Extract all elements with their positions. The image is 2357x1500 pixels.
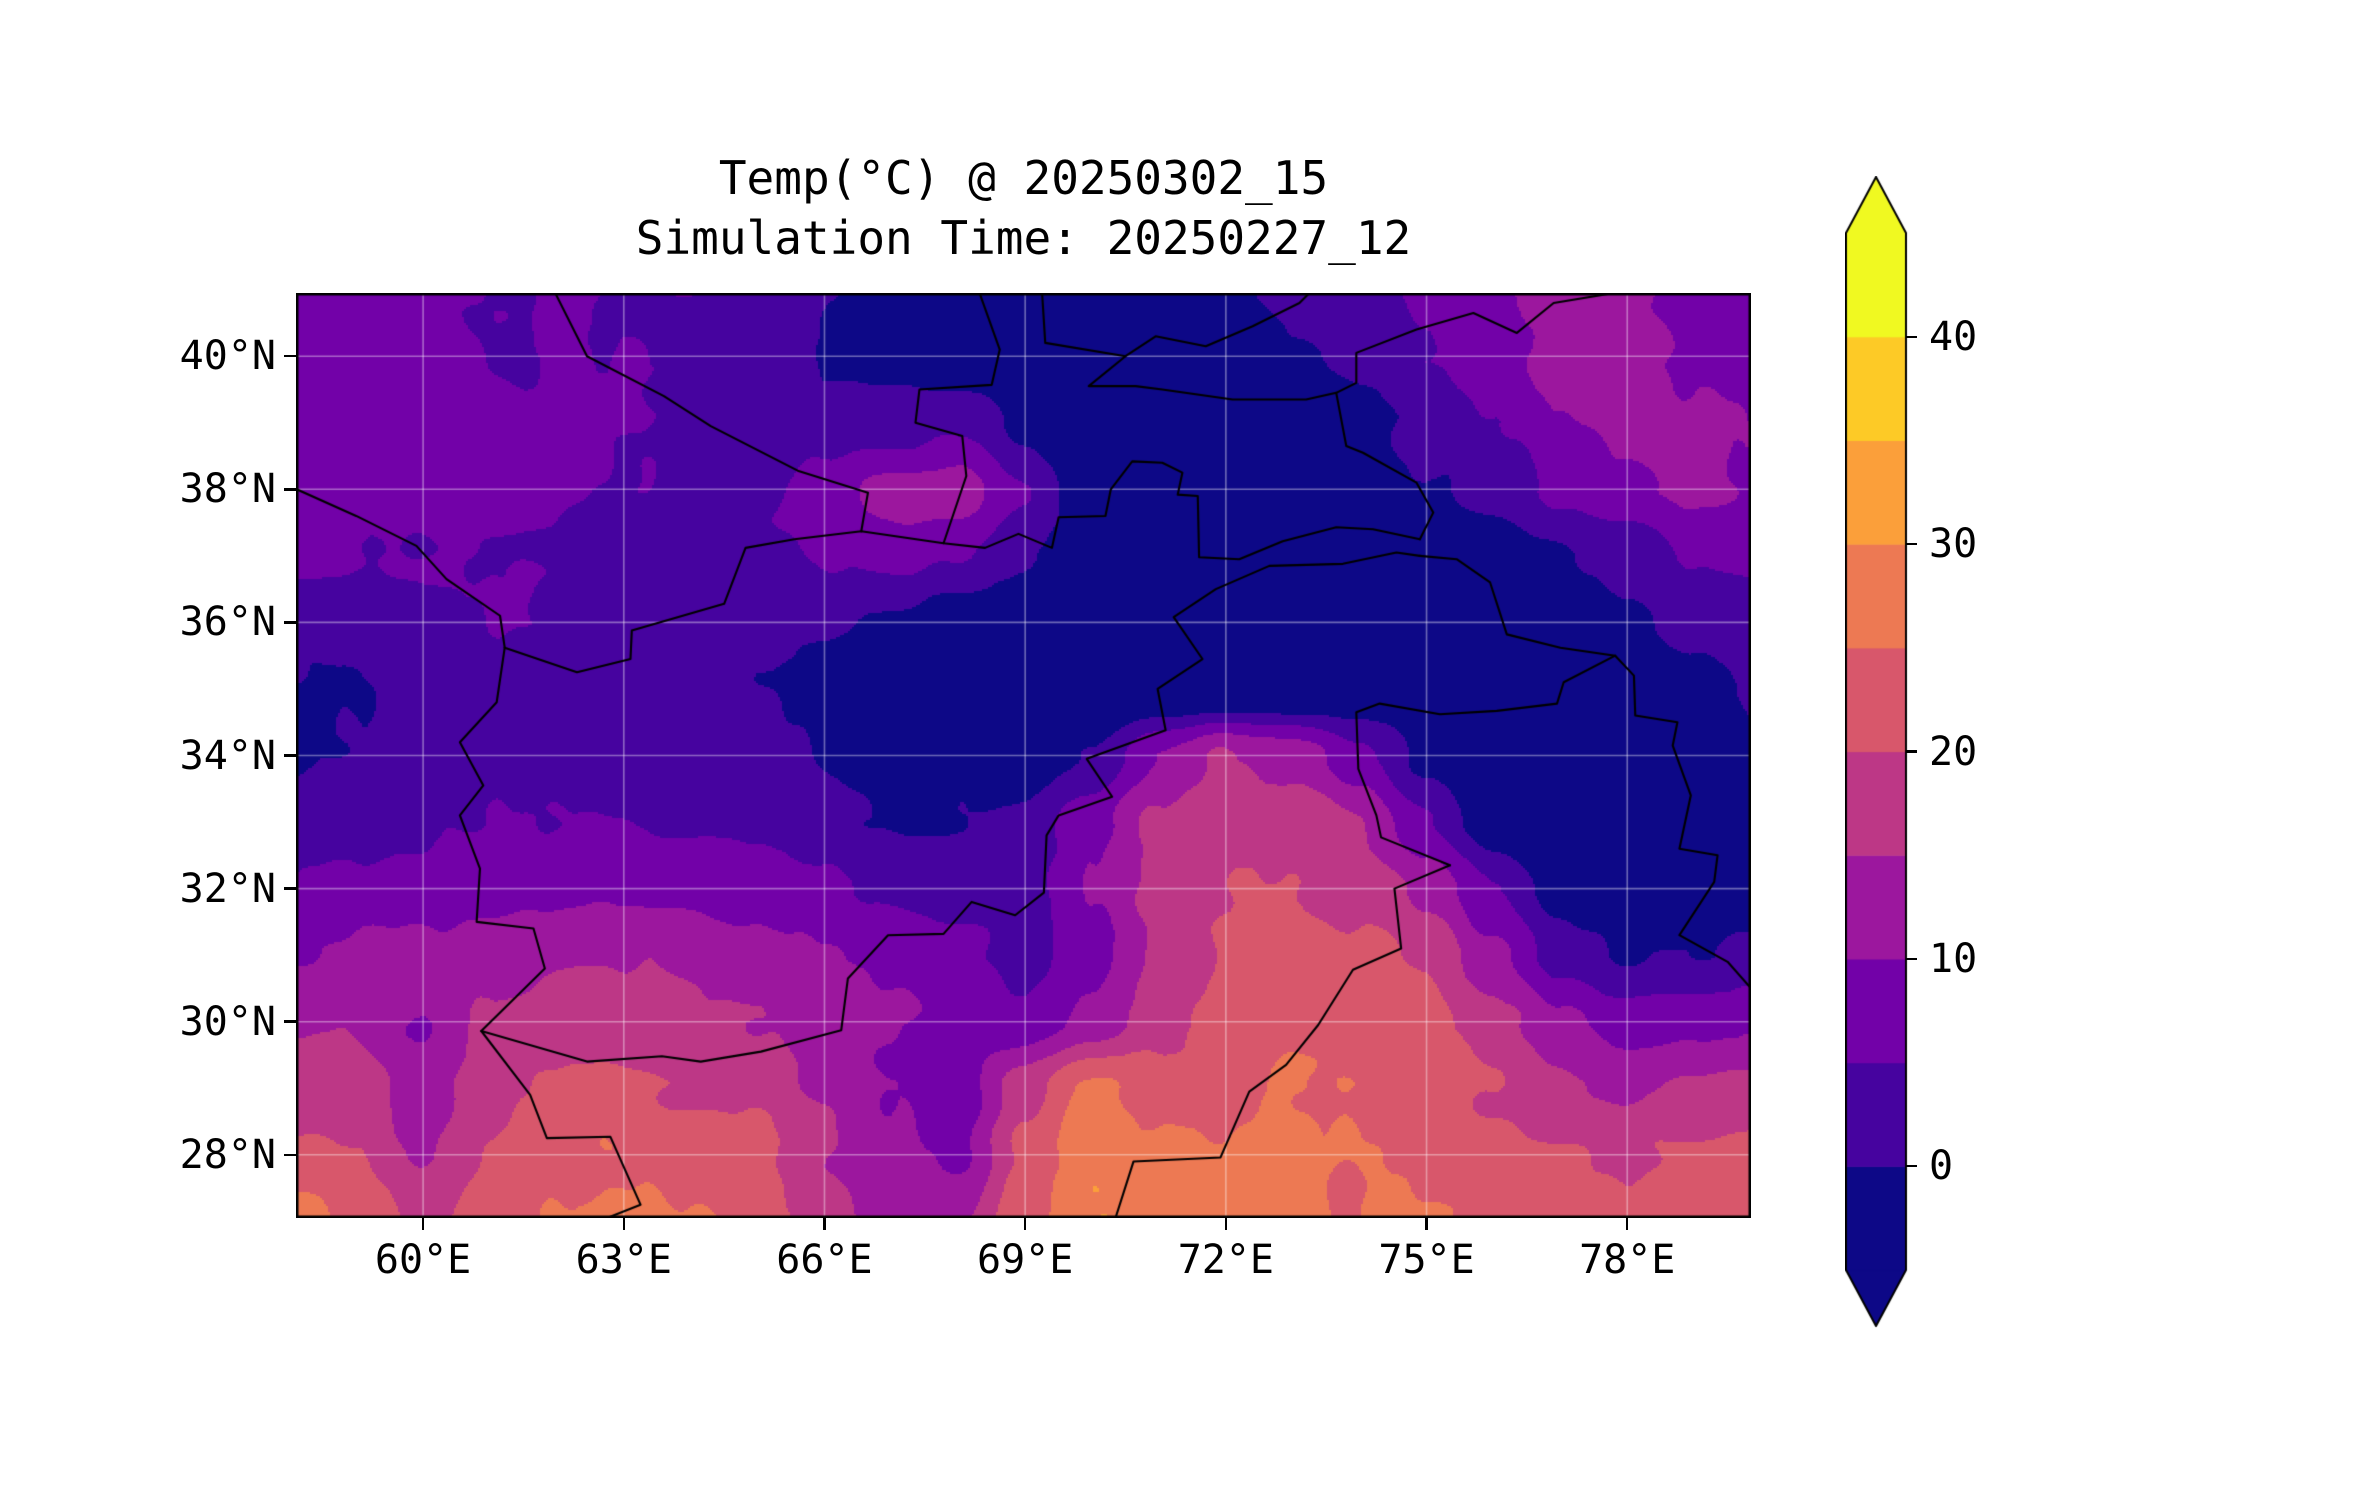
colorbar-tick-label: 0 [1929, 1143, 1954, 1190]
y-tick-mark [284, 887, 296, 890]
x-tick-mark [1425, 1218, 1428, 1230]
colorbar-tick-label: 30 [1929, 521, 1978, 568]
x-tick-label: 78°E [1579, 1237, 1676, 1283]
x-tick-mark [823, 1218, 826, 1230]
x-tick-mark [1224, 1218, 1228, 1230]
x-tick-mark [1023, 1218, 1027, 1230]
colorbar-tick-label: 40 [1929, 313, 1978, 360]
colorbar-tick-mark [1906, 957, 1917, 961]
y-tick-mark [284, 754, 296, 757]
x-tick-label: 69°E [977, 1237, 1074, 1283]
x-tick-label: 72°E [1177, 1237, 1275, 1283]
x-tick-mark [622, 1218, 625, 1230]
y-tick-label: 30°N [179, 998, 276, 1045]
x-tick-label: 66°E [776, 1237, 873, 1283]
y-tick-label: 36°N [179, 599, 276, 646]
y-tick-label: 28°N [179, 1131, 276, 1178]
y-tick-mark [284, 1020, 296, 1023]
x-tick-mark [1626, 1218, 1629, 1230]
colorbar-tick-mark [1906, 750, 1917, 753]
colorbar-tick-mark [1906, 335, 1917, 338]
y-tick-mark [284, 355, 296, 358]
y-tick-label: 38°N [179, 466, 276, 513]
y-tick-mark [284, 488, 296, 491]
y-tick-label: 34°N [179, 732, 276, 779]
colorbar-tick-label: 10 [1929, 935, 1978, 982]
plot-title-line1: Temp(°C) @ 20250302_15 [718, 151, 1329, 205]
x-tick-label: 75°E [1378, 1237, 1475, 1283]
plot-title-line2: Simulation Time: 20250227_12 [635, 211, 1412, 265]
x-tick-label: 60°E [374, 1237, 472, 1283]
temperature-map-canvas [296, 293, 1751, 1218]
colorbar [1845, 176, 1923, 1336]
y-tick-mark [284, 1153, 296, 1156]
y-tick-label: 40°N [179, 333, 276, 380]
colorbar-tick-mark [1906, 542, 1917, 546]
colorbar-tick-mark [1906, 1165, 1917, 1168]
y-tick-label: 32°N [179, 865, 276, 912]
x-tick-label: 63°E [575, 1237, 672, 1283]
y-tick-mark [284, 621, 296, 624]
colorbar-tick-label: 20 [1929, 728, 1978, 775]
x-tick-mark [421, 1218, 425, 1230]
